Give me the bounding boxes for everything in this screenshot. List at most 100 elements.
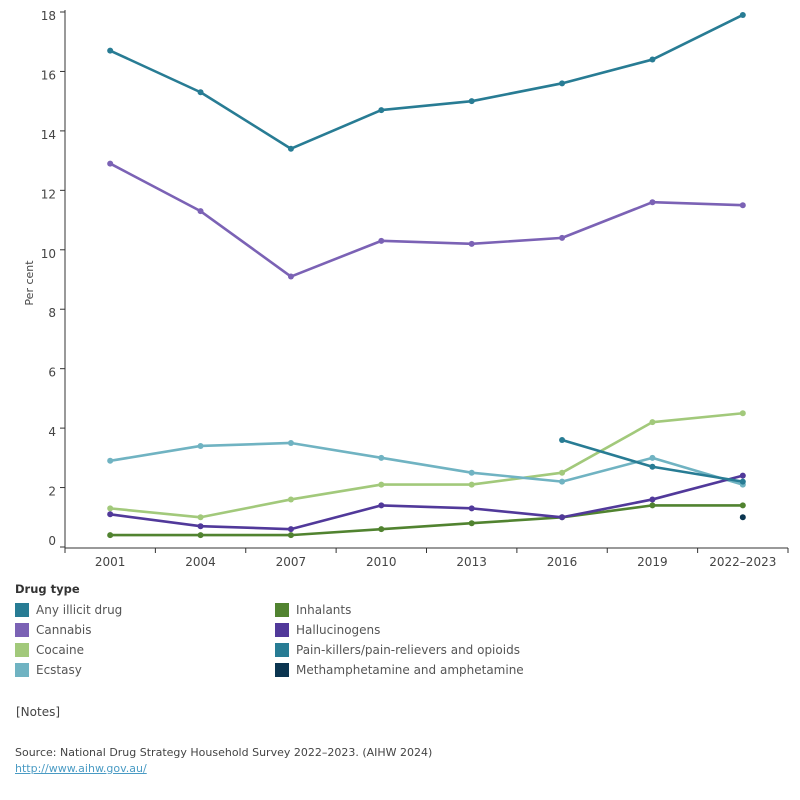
data-point[interactable]: [378, 481, 385, 488]
data-point[interactable]: [559, 514, 566, 521]
data-point[interactable]: [559, 469, 566, 476]
y-tick-label: 18: [41, 9, 56, 23]
y-tick-label: 16: [41, 68, 56, 82]
y-tick-label: 14: [41, 128, 56, 142]
x-tick-label: 2010: [366, 555, 397, 569]
notes-link[interactable]: [Notes]: [16, 705, 61, 719]
source-link[interactable]: http://www.aihw.gov.au/: [15, 762, 147, 775]
data-point[interactable]: [649, 56, 656, 63]
data-point[interactable]: [739, 202, 746, 209]
data-point[interactable]: [287, 145, 294, 152]
data-point[interactable]: [107, 457, 114, 464]
y-tick-label: 6: [48, 366, 56, 380]
y-axis-label: Per cent: [23, 260, 36, 306]
y-tick-label: 10: [41, 247, 56, 261]
legend-item[interactable]: Pain-killers/pain-relievers and opioids: [275, 640, 575, 660]
data-point[interactable]: [559, 478, 566, 485]
series-line: [110, 504, 743, 537]
y-tick-label: 12: [41, 187, 56, 201]
data-point[interactable]: [559, 234, 566, 241]
data-point[interactable]: [468, 520, 475, 527]
data-point[interactable]: [649, 496, 656, 503]
x-tick-label: 2001: [95, 555, 126, 569]
data-point[interactable]: [197, 89, 204, 96]
legend-swatch: [15, 603, 29, 617]
legend: Drug type Any illicit drug Cannabis Cocain…: [15, 582, 575, 680]
data-point[interactable]: [197, 442, 204, 449]
series-line: [110, 411, 743, 519]
data-point[interactable]: [739, 410, 746, 417]
data-point[interactable]: [649, 454, 656, 461]
data-point[interactable]: [468, 98, 475, 105]
x-tick-label: 2013: [456, 555, 487, 569]
data-point[interactable]: [649, 419, 656, 426]
legend-label: Ecstasy: [36, 663, 82, 677]
series-ecstasy: [107, 439, 746, 488]
data-point[interactable]: [739, 502, 746, 509]
data-point[interactable]: [649, 463, 656, 470]
series-methamphetamine-and-amphetamine: [739, 514, 746, 521]
legend-item[interactable]: Ecstasy: [15, 660, 275, 680]
series-line: [109, 441, 744, 486]
data-point[interactable]: [649, 199, 656, 206]
data-point[interactable]: [197, 523, 204, 530]
legend-item[interactable]: Inhalants: [275, 600, 575, 620]
series-pain-killers-pain-relievers-and-opioids: [559, 437, 746, 485]
legend-item[interactable]: Hallucinogens: [275, 620, 575, 640]
data-point[interactable]: [378, 502, 385, 509]
x-tick-label: 2019: [637, 555, 668, 569]
legend-title: Drug type: [15, 582, 80, 596]
data-point[interactable]: [468, 240, 475, 247]
data-point[interactable]: [559, 80, 566, 87]
data-point[interactable]: [287, 496, 294, 503]
y-tick-label: 4: [48, 425, 56, 439]
data-point[interactable]: [739, 514, 746, 521]
data-point[interactable]: [107, 532, 114, 539]
data-point[interactable]: [287, 439, 294, 446]
data-point[interactable]: [649, 502, 656, 509]
data-point[interactable]: [197, 514, 204, 521]
y-tick-label: 2: [48, 485, 56, 499]
data-point[interactable]: [197, 208, 204, 215]
series-cannabis: [107, 160, 746, 280]
series-line: [109, 13, 744, 151]
data-point[interactable]: [739, 478, 746, 485]
data-point[interactable]: [378, 526, 385, 533]
data-point[interactable]: [378, 237, 385, 244]
legend-swatch: [275, 623, 289, 637]
source-text: Source: National Drug Strategy Household…: [15, 746, 433, 759]
data-point[interactable]: [468, 505, 475, 512]
legend-item[interactable]: Methamphetamine and amphetamine: [275, 660, 575, 680]
legend-swatch: [15, 643, 29, 657]
legend-label: Any illicit drug: [36, 603, 123, 617]
data-point[interactable]: [107, 505, 114, 512]
data-point[interactable]: [107, 47, 114, 54]
data-point[interactable]: [197, 532, 204, 539]
legend-item[interactable]: Cannabis: [15, 620, 275, 640]
legend-swatch: [275, 663, 289, 677]
data-point[interactable]: [468, 469, 475, 476]
y-tick-label: 8: [48, 306, 56, 320]
legend-item[interactable]: Cocaine: [15, 640, 275, 660]
series-cocaine: [107, 410, 746, 521]
legend-item[interactable]: Any illicit drug: [15, 600, 275, 620]
data-point[interactable]: [378, 107, 385, 114]
legend-label: Methamphetamine and amphetamine: [296, 663, 524, 677]
data-point[interactable]: [107, 160, 114, 167]
series-hallucinogens: [107, 472, 746, 533]
data-point[interactable]: [107, 511, 114, 518]
series-line: [109, 162, 743, 278]
data-point[interactable]: [739, 11, 746, 18]
data-point[interactable]: [287, 273, 294, 280]
data-point[interactable]: [559, 437, 566, 443]
legend-label: Hallucinogens: [296, 623, 381, 637]
data-point[interactable]: [739, 472, 746, 479]
data-point[interactable]: [287, 526, 294, 533]
data-point[interactable]: [287, 532, 294, 539]
series-line: [110, 474, 744, 531]
series-any-illicit-drug: [107, 11, 746, 152]
data-point[interactable]: [378, 454, 385, 461]
x-tick-label: 2022–2023: [709, 555, 776, 569]
data-point[interactable]: [468, 481, 475, 488]
x-tick-label: 2004: [185, 555, 216, 569]
